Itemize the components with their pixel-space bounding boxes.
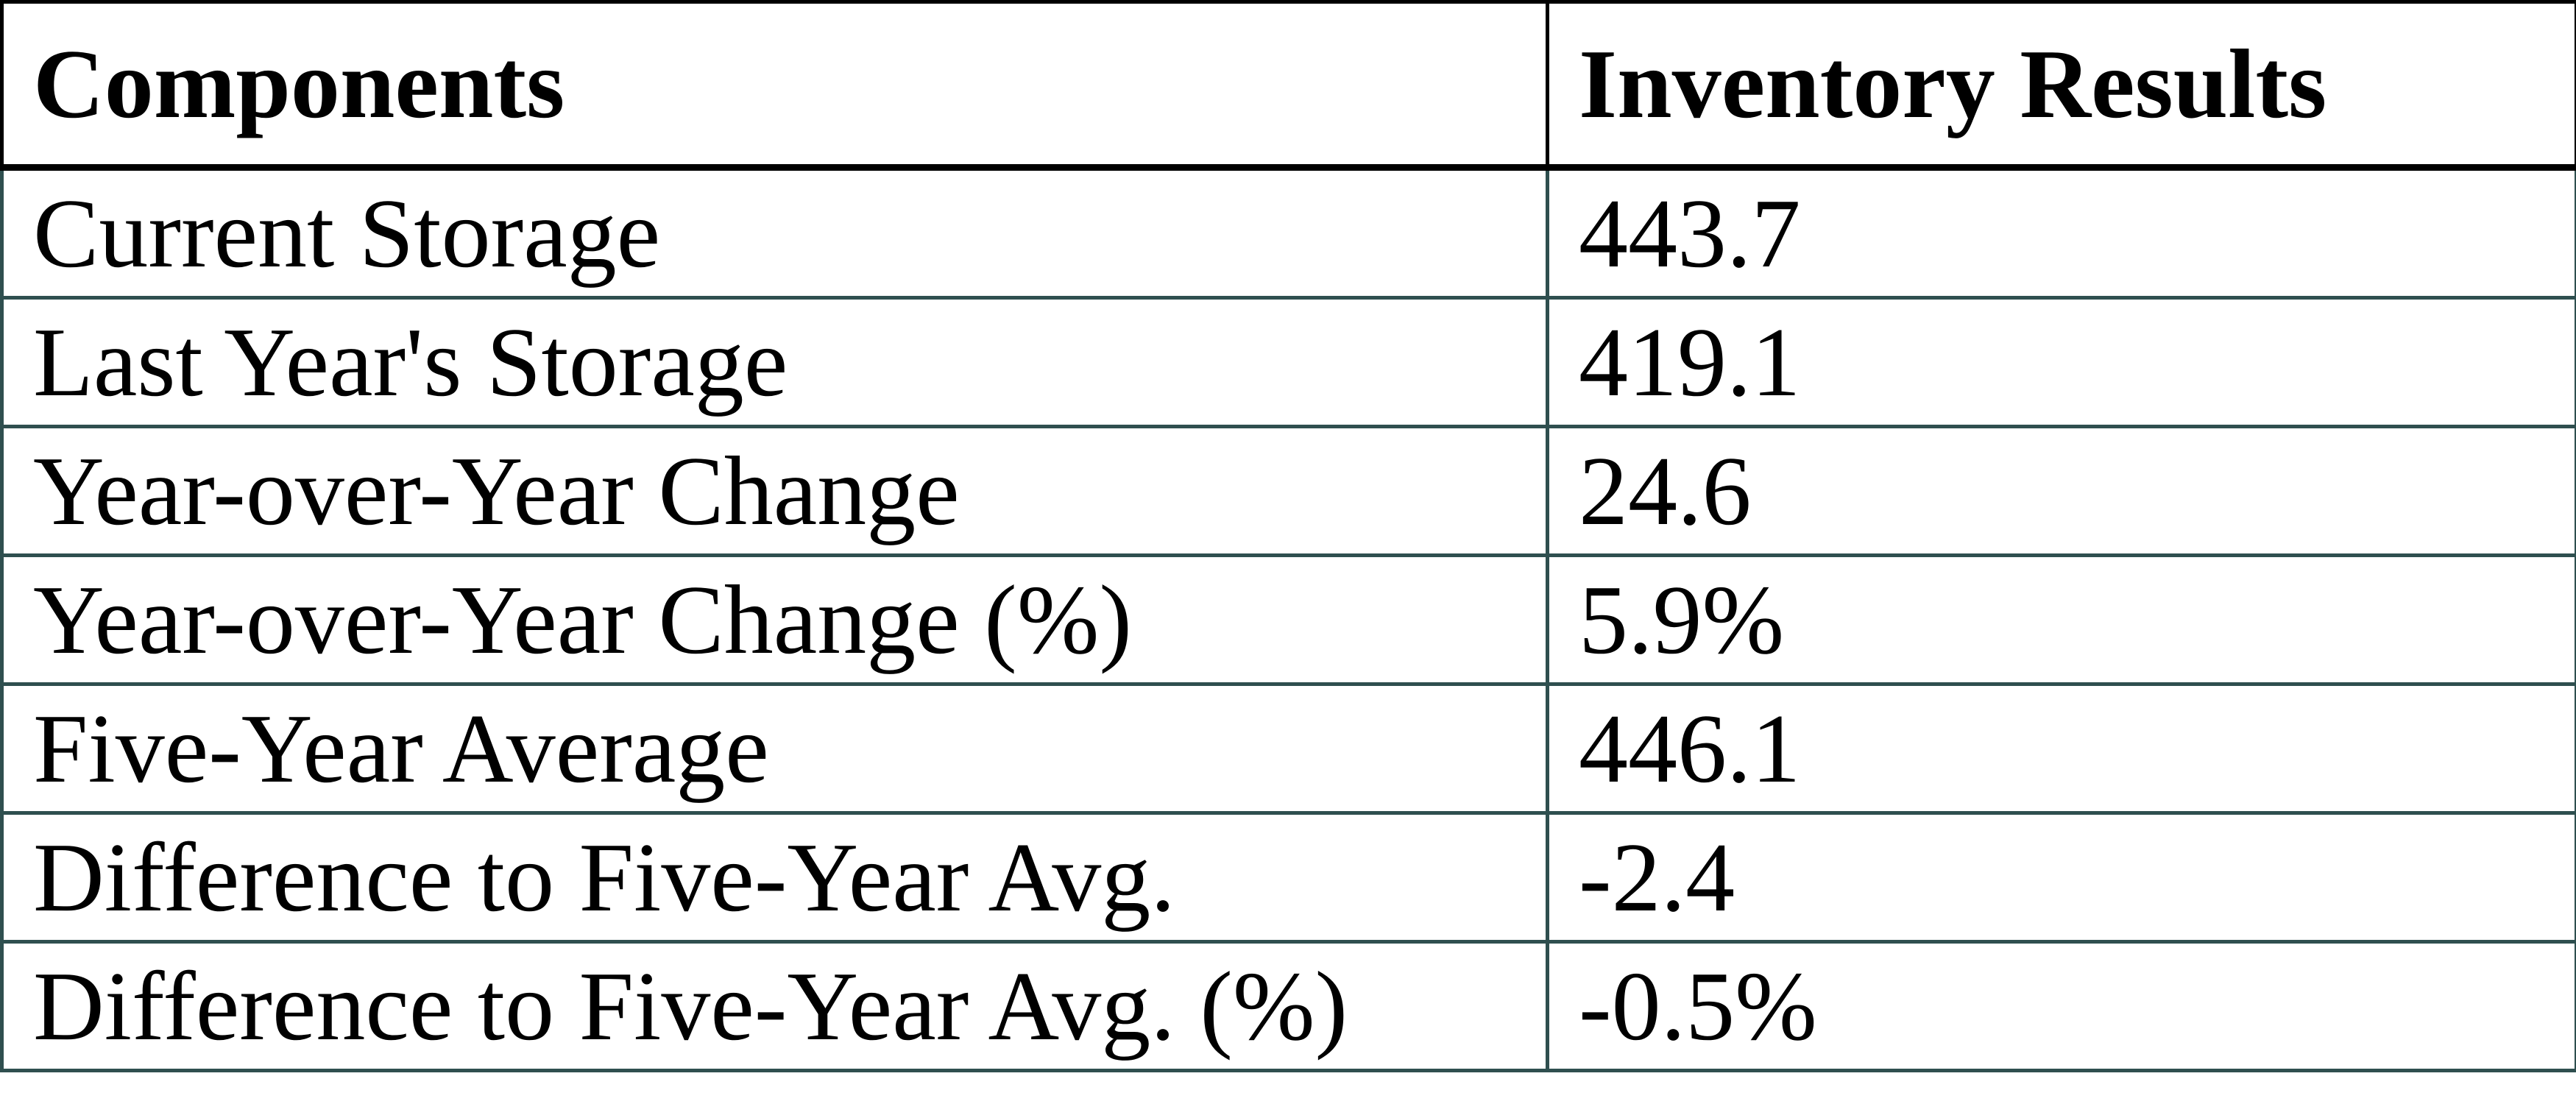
table-row: Current Storage 443.7 (0, 166, 2576, 300)
row-value: -2.4 (1546, 811, 2576, 944)
row-value: 419.1 (1546, 296, 2576, 428)
row-value: 24.6 (1546, 425, 2576, 557)
header-row: Components Inventory Results (0, 0, 2576, 171)
row-label: Difference to Five-Year Avg. (%) (0, 940, 1549, 1072)
row-label: Difference to Five-Year Avg. (0, 811, 1549, 944)
row-value: 5.9% (1546, 553, 2576, 686)
row-label: Five-Year Average (0, 682, 1549, 815)
table-row: Last Year's Storage 419.1 (0, 296, 2576, 428)
header-cell-inventory-results: Inventory Results (1546, 0, 2576, 171)
row-value: 446.1 (1546, 682, 2576, 815)
table-row: Difference to Five-Year Avg. (%) -0.5% (0, 940, 2576, 1072)
inventory-results-table: Components Inventory Results Current Sto… (0, 0, 2576, 1072)
row-label: Current Storage (0, 166, 1549, 300)
row-value: -0.5% (1546, 940, 2576, 1072)
row-label: Year-over-Year Change (%) (0, 553, 1549, 686)
table-row: Year-over-Year Change (%) 5.9% (0, 553, 2576, 686)
row-value: 443.7 (1546, 166, 2576, 300)
table-row: Difference to Five-Year Avg. -2.4 (0, 811, 2576, 944)
row-label: Last Year's Storage (0, 296, 1549, 428)
table-row: Five-Year Average 446.1 (0, 682, 2576, 815)
header-cell-components: Components (0, 0, 1549, 171)
row-label: Year-over-Year Change (0, 425, 1549, 557)
table-row: Year-over-Year Change 24.6 (0, 425, 2576, 557)
